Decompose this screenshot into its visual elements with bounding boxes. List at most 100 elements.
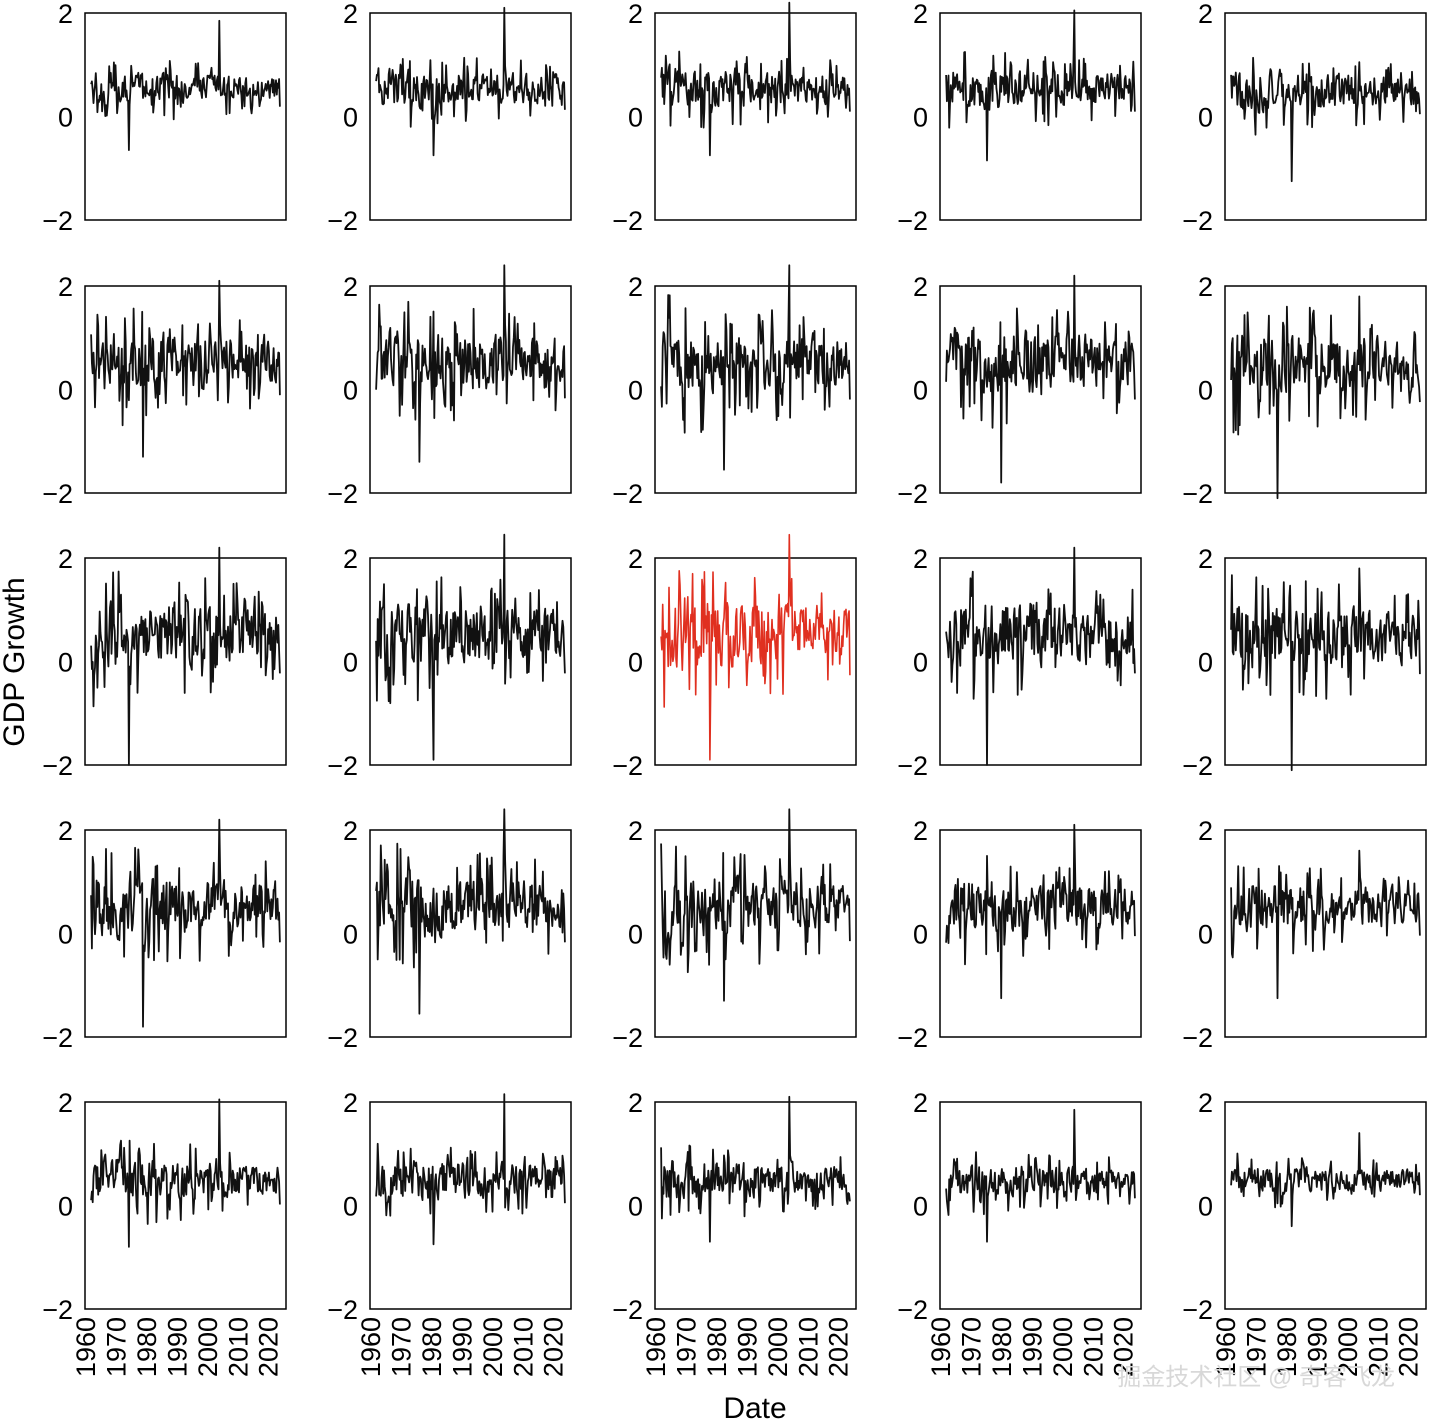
axes-frame — [84, 12, 287, 221]
series-line — [945, 823, 1136, 1000]
y-tick-label: 2 — [58, 1088, 73, 1118]
x-tick-label: 2000 — [193, 1317, 223, 1377]
subplot-r3-c4: 2 0 −2 — [1182, 816, 1427, 1053]
axes-frame — [84, 829, 287, 1038]
y-tick-label: −2 — [327, 479, 358, 509]
subplot-r2-c3: 2 0 −2 — [897, 544, 1142, 781]
x-tick-label: 1990 — [1302, 1317, 1332, 1377]
series-line — [375, 6, 566, 157]
y-tick-label: −2 — [612, 1295, 643, 1325]
y-tick-label: 0 — [1198, 920, 1213, 950]
y-tick-label: 0 — [58, 1192, 73, 1222]
x-tick-label: 1960 — [71, 1317, 101, 1377]
y-tick-label: 2 — [343, 816, 358, 846]
series-line — [375, 808, 566, 1015]
x-tick-label: 1970 — [386, 1317, 416, 1377]
y-tick-label: −2 — [1182, 479, 1213, 509]
series-line — [375, 264, 566, 463]
subplot-r1-c3: 2 0 −2 — [897, 272, 1142, 509]
x-tick-label: 2010 — [223, 1317, 253, 1377]
y-tick-label: 2 — [1198, 544, 1213, 574]
subplot-r1-c4: 2 0 −2 — [1182, 272, 1427, 509]
x-tick-label: 2000 — [1333, 1317, 1363, 1377]
y-tick-label: −2 — [897, 1023, 928, 1053]
y-tick-label: 0 — [343, 1192, 358, 1222]
x-tick-label: 1980 — [987, 1317, 1017, 1377]
y-tick-label: 2 — [913, 272, 928, 302]
subplot-r3-c1: 2 0 −2 — [327, 808, 572, 1053]
y-tick-label: −2 — [612, 751, 643, 781]
x-tick-label: 2020 — [539, 1317, 569, 1377]
subplot-r2-c4: 2 0 −2 — [1182, 544, 1427, 781]
x-tick-label: 2010 — [793, 1317, 823, 1377]
series-line — [1230, 1132, 1421, 1228]
series-line — [945, 1108, 1136, 1243]
y-tick-label: 2 — [58, 0, 73, 29]
y-tick-label: −2 — [42, 1023, 73, 1053]
axes-frame — [369, 1101, 572, 1310]
y-tick-label: 2 — [1198, 816, 1213, 846]
subplot-r0-c0: 2 0 −2 — [42, 0, 287, 236]
y-tick-label: 0 — [913, 1192, 928, 1222]
subplot-r1-c1: 2 0 −2 — [327, 264, 572, 509]
x-tick-label: 1980 — [702, 1317, 732, 1377]
x-tick-label: 1980 — [417, 1317, 447, 1377]
panel-grid: 2 0 −2 2 0 −2 2 0 −2 2 0 −2 2 0 −2 2 0 −2 2 0 −2 2 0 −2 2 0 −2 2 0 −2… — [42, 0, 1427, 1377]
series-line — [1230, 56, 1421, 183]
y-tick-label: 2 — [628, 816, 643, 846]
y-tick-label: 0 — [343, 648, 358, 678]
series-line — [375, 1093, 566, 1246]
series-line — [660, 264, 851, 471]
x-tick-label: 2010 — [508, 1317, 538, 1377]
y-tick-label: −2 — [897, 751, 928, 781]
y-tick-label: 0 — [343, 920, 358, 950]
series-line — [1230, 567, 1421, 772]
y-tick-label: 2 — [1198, 0, 1213, 29]
x-tick-label: 1990 — [162, 1317, 192, 1377]
y-tick-label: −2 — [42, 206, 73, 236]
subplot-r0-c3: 2 0 −2 — [897, 0, 1142, 236]
x-tick-label: 1960 — [926, 1317, 956, 1377]
axes-frame — [939, 829, 1142, 1038]
axes-frame — [939, 285, 1142, 494]
axes-frame — [1224, 829, 1427, 1038]
y-tick-label: 0 — [58, 648, 73, 678]
y-tick-label: −2 — [1182, 206, 1213, 236]
y-tick-label: −2 — [42, 479, 73, 509]
y-tick-label: 2 — [628, 1088, 643, 1118]
y-tick-label: −2 — [1182, 1295, 1213, 1325]
series-line — [90, 1098, 281, 1248]
series-line — [945, 9, 1136, 162]
subplot-r2-c0: 2 0 −2 — [42, 544, 287, 781]
x-tick-label: 1970 — [956, 1317, 986, 1377]
axes-frame — [369, 285, 572, 494]
series-line — [1230, 849, 1421, 1000]
subplot-r2-c1: 2 0 −2 — [327, 533, 572, 781]
y-tick-label: 0 — [628, 648, 643, 678]
y-tick-label: 0 — [343, 376, 358, 406]
series-line — [945, 546, 1136, 766]
axes-frame — [654, 12, 857, 221]
y-tick-label: 2 — [343, 0, 358, 29]
series-line — [90, 19, 281, 151]
y-tick-label: 2 — [913, 544, 928, 574]
y-tick-label: −2 — [327, 751, 358, 781]
axes-frame — [654, 1101, 857, 1310]
y-tick-label: −2 — [1182, 751, 1213, 781]
y-tick-label: −2 — [897, 206, 928, 236]
subplot-r3-c0: 2 0 −2 — [42, 816, 287, 1053]
y-tick-label: −2 — [327, 206, 358, 236]
axes-frame — [1224, 12, 1427, 221]
axes-frame — [84, 285, 287, 494]
y-tick-label: 2 — [913, 1088, 928, 1118]
y-tick-label: 2 — [58, 816, 73, 846]
watermark: 掘金技术社区 @ 奇客飞龙 — [1117, 1364, 1395, 1391]
series-line-highlight — [660, 533, 851, 761]
x-tick-label: 2020 — [254, 1317, 284, 1377]
x-axis-label: Date — [723, 1392, 786, 1421]
y-tick-label: 0 — [58, 920, 73, 950]
subplot-r3-c3: 2 0 −2 — [897, 816, 1142, 1053]
x-tick-label: 1970 — [671, 1317, 701, 1377]
